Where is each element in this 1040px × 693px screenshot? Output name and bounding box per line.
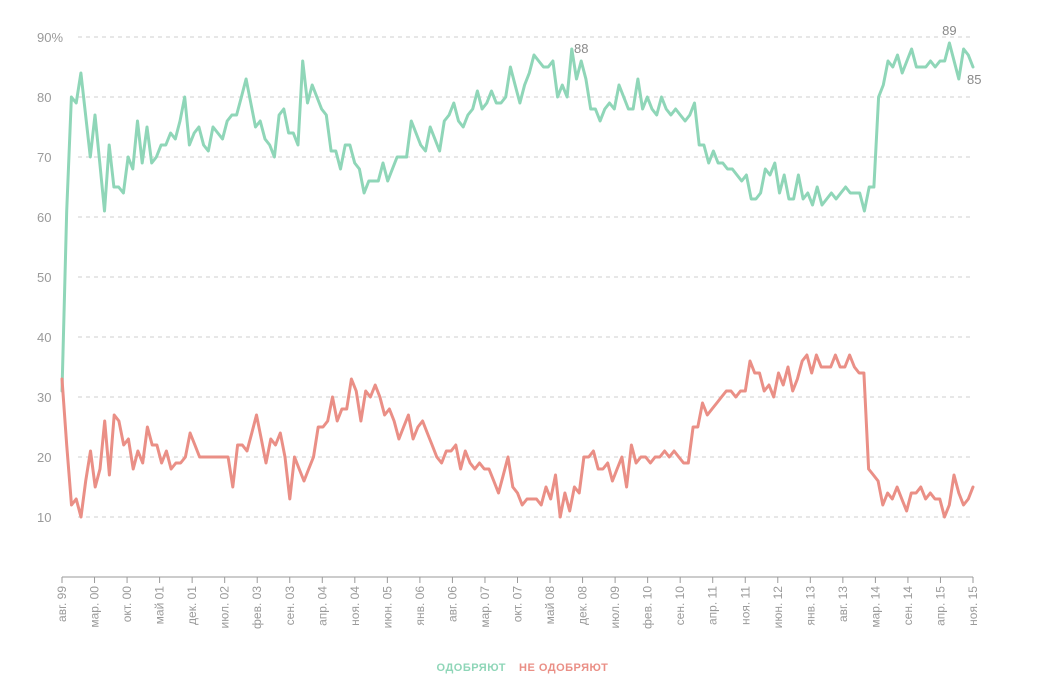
- x-tick-label: ноя. 04: [348, 586, 362, 626]
- x-tick-label: июл. 02: [218, 586, 232, 629]
- x-tick-label: фев. 10: [641, 586, 655, 629]
- x-tick-label: май 01: [153, 586, 167, 625]
- x-tick-label: апр. 15: [933, 586, 947, 626]
- y-tick-label: 30: [37, 390, 51, 405]
- y-tick-label: 20: [37, 450, 51, 465]
- x-tick-label: янв. 06: [413, 586, 427, 626]
- x-tick-label: дек. 08: [576, 586, 590, 625]
- y-tick-label: 50: [37, 270, 51, 285]
- x-tick-label: май 08: [543, 586, 557, 625]
- annotation-label: 88: [574, 41, 588, 56]
- x-tick-label: ноя. 11: [738, 586, 752, 625]
- legend-item-approve: ОДОБРЯЮТ: [437, 662, 506, 674]
- peak-annotations: 88 89 85: [574, 23, 981, 87]
- series-lines: [60, 41, 975, 519]
- x-tick-label: авг. 06: [445, 586, 459, 622]
- legend: ОДОБРЯЮТ НЕ ОДОБРЯЮТ: [437, 662, 608, 674]
- x-tick-label: ноя. 15: [966, 586, 980, 626]
- y-tick-label: 60: [37, 210, 51, 225]
- legend-item-disapprove: НЕ ОДОБРЯЮТ: [519, 662, 608, 674]
- y-tick-label: 70: [37, 150, 51, 165]
- x-tick-label: авг. 99: [55, 586, 69, 622]
- y-tick-label: 90%: [37, 30, 63, 45]
- x-tick-label: окт. 00: [120, 586, 134, 623]
- gridlines: [78, 36, 973, 518]
- x-tick-label: июн. 05: [380, 586, 394, 629]
- x-tick-label: янв. 13: [803, 586, 817, 626]
- x-tick-label: мар. 14: [868, 586, 882, 628]
- x-tick-label: сен. 03: [283, 586, 297, 626]
- x-tick-label: дек. 01: [185, 586, 199, 625]
- annotation-label: 89: [942, 23, 956, 38]
- y-tick-label: 40: [37, 330, 51, 345]
- x-tick-label: июн. 12: [771, 586, 785, 629]
- x-tick-label: авг. 13: [836, 586, 850, 622]
- disapprove-line: [60, 353, 975, 519]
- x-tick-label: апр. 04: [315, 586, 329, 626]
- x-tick-label: апр. 11: [706, 586, 720, 625]
- y-tick-label: 80: [37, 90, 51, 105]
- annotation-label: 85: [967, 72, 981, 87]
- x-tick-label: мар. 00: [88, 586, 102, 628]
- y-tick-label: 10: [37, 510, 51, 525]
- y-axis-labels: 10 20 30 40 50 60 70 80 90%: [37, 30, 63, 525]
- x-tick-label: фев. 03: [250, 586, 264, 629]
- x-tick-label: мар. 07: [478, 586, 492, 628]
- approve-line: [60, 41, 975, 393]
- x-axis-labels: авг. 99 мар. 00 окт. 00 май 01 дек. 01 июл. 0…: [55, 577, 980, 629]
- x-tick-label: июл. 09: [608, 586, 622, 629]
- x-tick-label: окт. 07: [511, 586, 525, 623]
- x-tick-label: сен. 14: [901, 586, 915, 626]
- x-tick-label: сен. 10: [673, 586, 687, 626]
